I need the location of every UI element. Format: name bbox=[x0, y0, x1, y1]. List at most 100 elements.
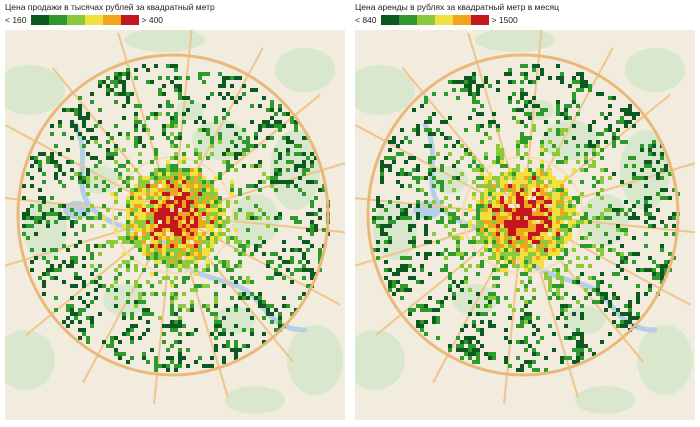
price-cell bbox=[484, 216, 488, 220]
price-cell bbox=[400, 184, 404, 188]
price-cell bbox=[660, 272, 664, 276]
price-cell bbox=[106, 88, 110, 92]
price-cell bbox=[166, 240, 170, 244]
price-cell bbox=[182, 168, 186, 172]
price-cell bbox=[74, 124, 78, 128]
price-cell bbox=[126, 208, 130, 212]
price-cell bbox=[262, 212, 266, 216]
price-cell bbox=[70, 296, 74, 300]
price-cell bbox=[648, 224, 652, 228]
price-cell bbox=[372, 208, 376, 212]
price-cell bbox=[400, 140, 404, 144]
price-cell bbox=[98, 160, 102, 164]
price-cell bbox=[122, 84, 126, 88]
price-cell bbox=[544, 172, 548, 176]
price-cell bbox=[528, 180, 532, 184]
price-cell bbox=[448, 216, 452, 220]
price-cell bbox=[528, 116, 532, 120]
price-cell bbox=[126, 264, 130, 268]
price-cell bbox=[556, 216, 560, 220]
price-cell bbox=[30, 248, 34, 252]
price-cell bbox=[190, 252, 194, 256]
price-cell bbox=[476, 88, 480, 92]
price-cell bbox=[560, 208, 564, 212]
price-cell bbox=[134, 120, 138, 124]
price-cell bbox=[520, 320, 524, 324]
price-cell bbox=[528, 208, 532, 212]
price-cell bbox=[540, 220, 544, 224]
price-cell bbox=[520, 188, 524, 192]
price-cell bbox=[190, 216, 194, 220]
price-cell bbox=[138, 224, 142, 228]
price-cell bbox=[572, 280, 576, 284]
price-cell bbox=[476, 360, 480, 364]
price-cell bbox=[520, 280, 524, 284]
price-cell bbox=[174, 292, 178, 296]
price-cell bbox=[194, 208, 198, 212]
price-cell bbox=[628, 216, 632, 220]
price-cell bbox=[234, 344, 238, 348]
price-cell bbox=[616, 324, 620, 328]
price-cell bbox=[142, 144, 146, 148]
price-cell bbox=[528, 344, 532, 348]
price-cell bbox=[444, 92, 448, 96]
price-cell bbox=[452, 292, 456, 296]
price-cell bbox=[142, 252, 146, 256]
price-cell bbox=[306, 180, 310, 184]
price-cell bbox=[266, 260, 270, 264]
price-cell bbox=[476, 340, 480, 344]
price-cell bbox=[138, 204, 142, 208]
price-cell bbox=[436, 180, 440, 184]
price-cell bbox=[150, 160, 154, 164]
price-cell bbox=[508, 200, 512, 204]
price-cell bbox=[556, 108, 560, 112]
price-cell bbox=[234, 264, 238, 268]
price-cell bbox=[480, 184, 484, 188]
price-cell bbox=[548, 296, 552, 300]
price-cell bbox=[118, 92, 122, 96]
price-cell bbox=[242, 292, 246, 296]
price-cell bbox=[492, 120, 496, 124]
price-cell bbox=[600, 148, 604, 152]
price-cell bbox=[282, 296, 286, 300]
forest-area bbox=[625, 48, 685, 92]
price-cell bbox=[428, 144, 432, 148]
price-cell bbox=[456, 248, 460, 252]
price-cell bbox=[436, 308, 440, 312]
price-cell bbox=[400, 128, 404, 132]
rent-price-map[interactable] bbox=[355, 30, 695, 420]
price-cell bbox=[444, 196, 448, 200]
price-cell bbox=[54, 164, 58, 168]
price-cell bbox=[310, 224, 314, 228]
price-cell bbox=[580, 76, 584, 80]
price-cell bbox=[126, 76, 130, 80]
price-cell bbox=[476, 312, 480, 316]
price-cell bbox=[174, 156, 178, 160]
price-cell bbox=[536, 216, 540, 220]
price-cell bbox=[130, 176, 134, 180]
sale-price-map[interactable] bbox=[5, 30, 345, 420]
price-cell bbox=[556, 224, 560, 228]
price-cell bbox=[202, 240, 206, 244]
price-cell bbox=[556, 236, 560, 240]
price-cell bbox=[508, 248, 512, 252]
price-cell bbox=[178, 84, 182, 88]
price-cell bbox=[190, 180, 194, 184]
price-cell bbox=[106, 344, 110, 348]
price-cell bbox=[480, 200, 484, 204]
price-cell bbox=[258, 180, 262, 184]
price-cell bbox=[584, 152, 588, 156]
price-cell bbox=[564, 140, 568, 144]
mkad-ring-road bbox=[16, 53, 330, 377]
price-cell bbox=[596, 288, 600, 292]
price-cell bbox=[412, 244, 416, 248]
price-cell bbox=[210, 136, 214, 140]
price-cell bbox=[404, 284, 408, 288]
price-cell bbox=[274, 172, 278, 176]
price-cell bbox=[298, 248, 302, 252]
price-cell bbox=[286, 140, 290, 144]
price-cell bbox=[660, 268, 664, 272]
price-cell bbox=[468, 208, 472, 212]
price-cell bbox=[524, 200, 528, 204]
price-cell bbox=[600, 188, 604, 192]
